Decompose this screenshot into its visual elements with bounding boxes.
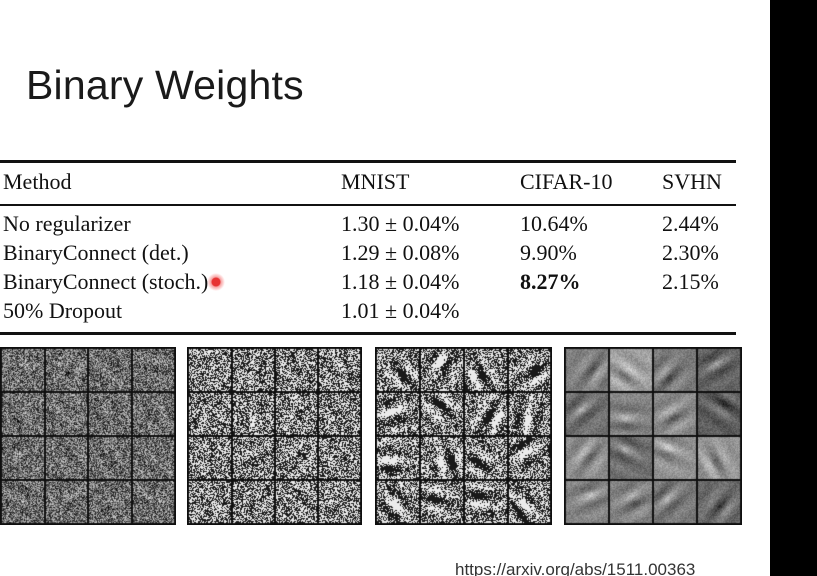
pointer-cursor-icon xyxy=(207,273,225,291)
row-cifar10: 10.64% xyxy=(520,211,588,236)
header-svhn: SVHN xyxy=(662,169,722,194)
filter-grid-image xyxy=(564,347,742,525)
header-cifar10: CIFAR-10 xyxy=(520,169,613,194)
filter-grid-image xyxy=(375,347,552,525)
weight-filters-panel-2 xyxy=(187,347,362,525)
filter-grid-image xyxy=(187,347,362,525)
row-mnist: 1.29 ± 0.08% xyxy=(341,240,460,265)
source-url: https://arxiv.org/abs/1511.00363 xyxy=(455,560,696,576)
table-header-rule xyxy=(0,204,736,206)
table-bottom-rule xyxy=(0,332,736,335)
row-mnist: 1.01 ± 0.04% xyxy=(341,298,460,323)
row-cifar10: 9.90% xyxy=(520,240,577,265)
row-mnist: 1.30 ± 0.04% xyxy=(341,211,460,236)
slide-title: Binary Weights xyxy=(26,62,304,108)
row-method: 50% Dropout xyxy=(3,298,123,323)
black-side-bar xyxy=(770,0,817,576)
row-cifar10-best: 8.27% xyxy=(520,269,581,294)
slide: Binary Weights Method MNIST CIFAR-10 SVH… xyxy=(0,62,742,576)
row-svhn: 2.15% xyxy=(662,269,719,294)
row-method: BinaryConnect (stoch.) xyxy=(3,269,209,294)
filter-grid-image xyxy=(0,347,176,525)
weight-filters-panel-1 xyxy=(0,347,176,525)
row-svhn: 2.44% xyxy=(662,211,719,236)
row-method: No regularizer xyxy=(3,211,131,236)
row-mnist: 1.18 ± 0.04% xyxy=(341,269,460,294)
row-method: BinaryConnect (det.) xyxy=(3,240,189,265)
weight-filters-panel-3 xyxy=(375,347,552,525)
row-svhn: 2.30% xyxy=(662,240,719,265)
table-top-rule xyxy=(0,160,736,163)
header-mnist: MNIST xyxy=(341,169,410,194)
header-method: Method xyxy=(3,169,72,194)
weight-filters-panel-4 xyxy=(564,347,742,525)
